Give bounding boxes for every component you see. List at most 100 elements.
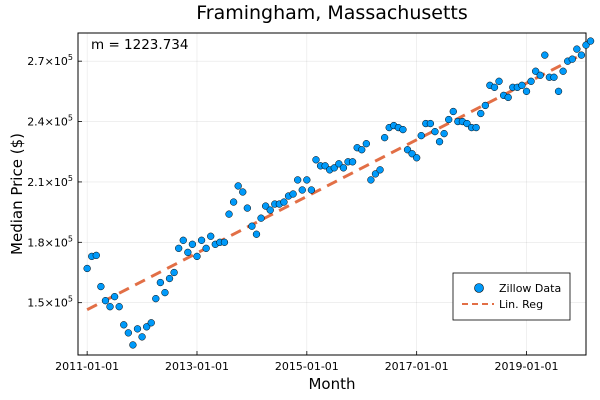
data-point — [481, 101, 489, 110]
y-tick-label: 2.4×105 — [27, 114, 73, 129]
x-tick-label: 2013-01-01 — [165, 360, 229, 373]
data-points — [83, 37, 595, 349]
data-point — [175, 244, 183, 252]
x-axis-label: Month — [308, 375, 355, 393]
data-point — [307, 186, 316, 194]
x-tick-label: 2017-01-01 — [385, 360, 449, 373]
slope-annotation: m = 1223.734 — [91, 37, 188, 53]
x-tick-label: 2015-01-01 — [275, 360, 339, 373]
regression-line — [86, 55, 578, 312]
data-point — [417, 131, 425, 140]
y-axis-label: Median Price ($) — [8, 133, 26, 255]
data-point — [472, 123, 480, 132]
data-point — [202, 244, 210, 252]
data-point — [399, 125, 407, 134]
data-point — [449, 107, 457, 116]
data-point — [477, 109, 485, 118]
data-point — [142, 323, 151, 331]
data-point — [303, 176, 311, 184]
data-point — [522, 87, 531, 96]
data-point — [234, 182, 242, 190]
data-point — [138, 333, 146, 341]
data-point — [188, 240, 197, 248]
data-point — [321, 162, 329, 170]
data-point — [440, 129, 448, 138]
data-point — [431, 127, 439, 136]
data-point — [97, 282, 105, 291]
data-point — [504, 93, 512, 102]
data-point — [92, 251, 100, 260]
data-point — [280, 198, 288, 206]
legend-box — [452, 272, 571, 321]
legend-marker-zillow — [474, 283, 484, 293]
data-point — [147, 319, 155, 327]
y-tick-label: 2.7×105 — [27, 53, 73, 68]
data-point — [312, 156, 320, 164]
plot-frame — [77, 32, 587, 356]
data-point — [266, 206, 274, 214]
data-point — [380, 134, 389, 142]
data-point — [413, 154, 421, 162]
grid — [78, 33, 586, 355]
data-point — [527, 77, 535, 85]
y-tick-label: 1.8×105 — [27, 234, 73, 249]
data-point — [339, 164, 348, 172]
data-point — [294, 176, 302, 184]
legend-label-regression: Lin. Reg — [499, 298, 543, 311]
data-point — [463, 119, 471, 128]
x-axis-ticks: 2011-01-01 2013-01-01 2015-01-01 2017-01-01… — [55, 351, 558, 373]
data-point — [541, 51, 549, 59]
y-axis-ticks: 1.5×105 1.8×105 2.1×105 2.4×105 2.7×105 — [27, 53, 82, 310]
data-point — [559, 67, 567, 75]
data-point — [289, 190, 297, 198]
data-point — [426, 119, 435, 128]
data-point — [371, 170, 380, 178]
data-point — [83, 264, 91, 273]
data-point — [298, 186, 306, 194]
data-point — [170, 268, 178, 277]
legend-label-zillow: Zillow Data — [499, 282, 561, 295]
data-point — [101, 297, 110, 305]
data-point — [156, 278, 165, 287]
data-point — [197, 236, 206, 244]
data-point — [248, 222, 256, 230]
data-point — [358, 146, 366, 154]
data-point — [161, 288, 169, 297]
data-point — [229, 198, 238, 206]
data-point — [184, 248, 192, 257]
data-point — [490, 83, 499, 91]
data-point — [568, 55, 576, 63]
data-point — [115, 303, 123, 311]
legend: Zillow Data Lin. Reg — [452, 272, 571, 321]
y-tick-label: 2.1×105 — [27, 174, 73, 189]
x-tick-label: 2011-01-01 — [55, 360, 119, 373]
data-point — [577, 51, 586, 59]
data-point — [261, 202, 270, 210]
data-point — [573, 45, 581, 53]
data-point — [165, 274, 174, 283]
data-point — [376, 166, 384, 174]
data-point — [554, 87, 563, 96]
data-point — [220, 238, 229, 246]
data-point — [445, 115, 453, 124]
data-point — [193, 252, 201, 261]
data-point — [243, 204, 251, 212]
data-point — [239, 188, 247, 196]
data-point — [586, 37, 595, 45]
data-point — [110, 292, 119, 301]
data-point — [124, 329, 132, 337]
data-point — [403, 146, 412, 154]
chart-title: Framingham, Massachusetts — [196, 2, 468, 24]
data-point — [330, 164, 338, 172]
data-point — [435, 138, 444, 146]
data-point — [129, 341, 137, 349]
y-tick-label: 1.5×105 — [27, 295, 73, 310]
data-point — [495, 77, 503, 85]
regression-line-layer — [86, 55, 578, 312]
data-point — [550, 73, 558, 81]
data-point — [252, 230, 261, 238]
data-point — [133, 325, 142, 333]
data-point — [152, 295, 160, 303]
data-point — [518, 81, 526, 89]
data-point — [335, 160, 343, 168]
